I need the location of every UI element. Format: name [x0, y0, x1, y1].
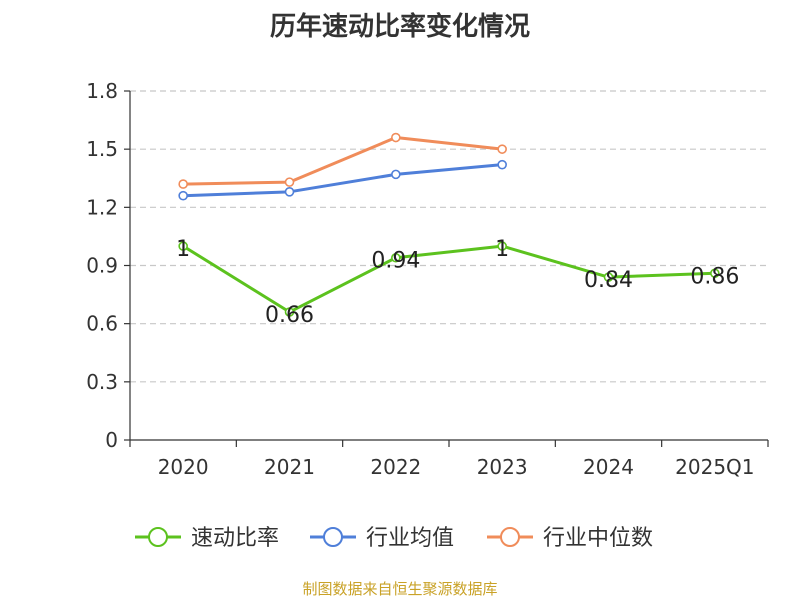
- data-point: [391, 169, 401, 180]
- data-label: 0.66: [265, 303, 314, 328]
- source-note: 制图数据来自恒生聚源数据库: [302, 580, 498, 598]
- legend-label: 行业均值: [366, 526, 454, 551]
- axes: 0 0.3 0.6 0.9 1.2 1.5 1.8 2020 2021 2022 2023 2024 2…: [86, 79, 769, 479]
- data-point: [603, 272, 614, 282]
- y-tick-label: 0.3: [86, 370, 118, 394]
- data-point: [284, 187, 295, 197]
- y-tick-label: 0: [105, 428, 118, 452]
- legend-marker: [500, 527, 520, 547]
- data-label: 0.84: [584, 268, 633, 293]
- legend-label: 行业中位数: [543, 526, 653, 551]
- x-tick-label: 2021: [264, 455, 315, 479]
- data-labels: 1 0.66 0.94 1 0.84 0.86: [176, 237, 739, 328]
- chart-title: 历年速动比率变化情况: [269, 12, 530, 42]
- data-point: [497, 159, 507, 170]
- x-tick-label: 2023: [477, 455, 528, 479]
- data-point: [178, 179, 188, 189]
- y-tick-label: 0.6: [86, 312, 118, 336]
- series-lines: [178, 132, 720, 317]
- x-tick-label: 2024: [583, 455, 634, 479]
- y-tick-label: 1.8: [86, 79, 118, 103]
- legend-item-1: 行业均值: [310, 526, 454, 551]
- legend: 速动比率 行业均值 行业中位数: [135, 526, 653, 551]
- data-point: [497, 144, 507, 154]
- legend-marker: [323, 527, 343, 547]
- gridlines: [130, 90, 768, 383]
- data-point: [710, 268, 720, 279]
- legend-item-2: 行业中位数: [487, 526, 653, 551]
- data-label: 1: [176, 237, 190, 262]
- series-line-0: [182, 244, 715, 314]
- legend-item-0: 速动比率: [135, 526, 279, 551]
- data-label: 0.86: [690, 264, 739, 289]
- data-point: [178, 190, 188, 201]
- data-label: 0.94: [371, 249, 420, 274]
- series-line-1: [183, 163, 503, 198]
- x-tick-label: 2020: [158, 455, 209, 479]
- data-point: [391, 252, 401, 263]
- data-point: [284, 307, 295, 317]
- data-point: [178, 241, 188, 251]
- data-label: 1: [495, 237, 509, 262]
- data-point: [391, 132, 401, 143]
- x-tick-label: 2025Q1: [675, 455, 754, 479]
- y-tick-label: 1.5: [86, 137, 118, 161]
- y-tick-label: 1.2: [86, 195, 118, 219]
- x-tick-label: 2022: [370, 455, 421, 479]
- data-point: [284, 177, 295, 187]
- data-point: [497, 241, 507, 251]
- y-tick-label: 0.9: [86, 254, 118, 278]
- series-line-2: [183, 136, 503, 186]
- legend-marker: [148, 527, 168, 547]
- legend-label: 速动比率: [191, 526, 279, 551]
